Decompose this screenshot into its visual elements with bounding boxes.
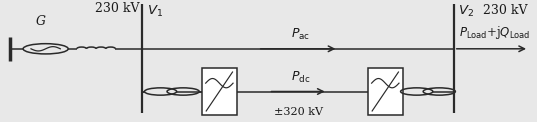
Bar — [368, 68, 403, 115]
Text: 230 kV: 230 kV — [483, 4, 528, 17]
Text: $P_{\rm ac}$: $P_{\rm ac}$ — [291, 27, 310, 42]
Bar — [202, 68, 237, 115]
Text: $P_{\rm dc}$: $P_{\rm dc}$ — [291, 70, 310, 85]
Text: G: G — [35, 15, 45, 28]
Circle shape — [144, 88, 177, 95]
Text: $P_{\rm Load}$+j$Q_{\rm Load}$: $P_{\rm Load}$+j$Q_{\rm Load}$ — [459, 24, 531, 41]
Text: $V_2$: $V_2$ — [458, 4, 474, 19]
Text: ±320 kV: ±320 kV — [273, 107, 323, 117]
Text: $V_1$: $V_1$ — [147, 4, 163, 19]
Circle shape — [401, 88, 433, 95]
Text: 230 kV: 230 kV — [95, 2, 140, 15]
